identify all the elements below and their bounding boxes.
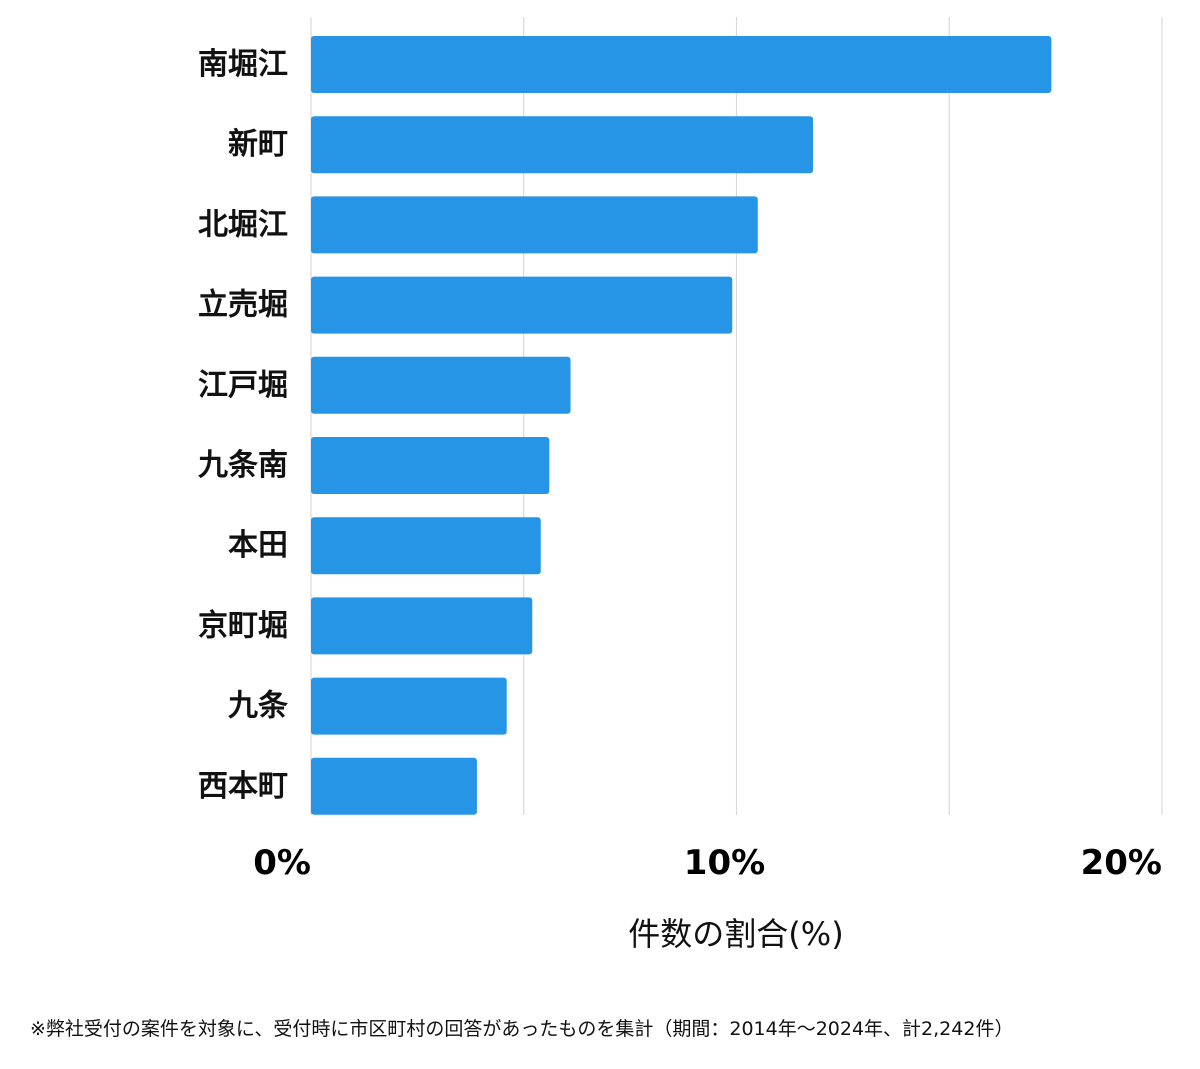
category-label-3: 立売堀 xyxy=(198,288,288,323)
category-label-8: 九条 xyxy=(228,689,288,724)
bars xyxy=(311,36,1052,815)
bar-5 xyxy=(311,437,550,494)
bar-2 xyxy=(311,196,758,254)
bar-0 xyxy=(311,36,1052,93)
category-label-7: 京町堀 xyxy=(198,608,288,643)
category-label-2: 北堀江 xyxy=(198,207,288,242)
bar-9 xyxy=(311,757,477,815)
x-tick-label-1: 10% xyxy=(684,843,765,883)
x-axis-title: 件数の割合(%) xyxy=(628,915,843,953)
x-tick-labels: 0% 10% 20% xyxy=(253,843,1162,883)
category-label-5: 九条南 xyxy=(198,448,288,483)
x-tick-label-2: 20% xyxy=(1081,843,1162,883)
bar-6 xyxy=(311,517,541,575)
bar-3 xyxy=(311,276,733,334)
category-label-0: 南堀江 xyxy=(198,47,288,82)
category-label-6: 本田 xyxy=(228,528,288,563)
category-label-4: 江戸堀 xyxy=(198,368,288,403)
footnote: ※弊社受付の案件を対象に、受付時に市区町村の回答があったものを集計（期間：201… xyxy=(30,1018,1013,1040)
category-label-1: 新町 xyxy=(228,127,288,162)
bar-7 xyxy=(311,597,533,655)
x-tick-label-0: 0% xyxy=(253,843,311,883)
bar-8 xyxy=(311,677,507,735)
bar-4 xyxy=(311,356,571,414)
bar-1 xyxy=(311,116,814,174)
category-label-9: 西本町 xyxy=(198,769,288,804)
